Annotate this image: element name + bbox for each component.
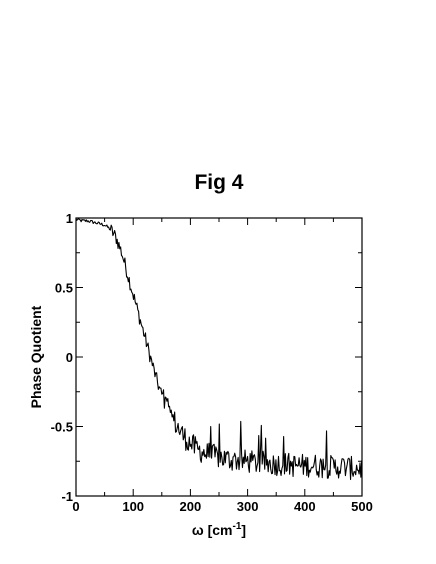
x-tick-label: 400 [294, 499, 316, 514]
y-tick-label: 0.5 [55, 281, 73, 296]
y-tick-label: 0 [66, 350, 73, 365]
x-tick-label: 300 [237, 499, 259, 514]
series-line [75, 217, 363, 481]
chart-title: Fig 4 [194, 171, 243, 194]
axis-tick-labels: 0 100 200 300 400 500 -1 -0.5 0 0.5 1 [51, 211, 373, 514]
x-tick-label: 100 [122, 499, 144, 514]
x-tick-label: 200 [180, 499, 202, 514]
y-axis-label: Phase Quotient [28, 305, 44, 408]
x-axis-label-main: ω [cm [192, 522, 233, 538]
x-tick-label: 0 [72, 499, 79, 514]
y-tick-label: -0.5 [51, 420, 73, 435]
y-tick-label: -1 [61, 489, 73, 504]
axis-ticks [75, 217, 363, 497]
x-axis-label: ω [cm-1] [192, 521, 246, 538]
y-tick-label: 1 [66, 211, 73, 226]
x-axis-label-suffix: ] [241, 522, 246, 538]
x-tick-label: 500 [351, 499, 373, 514]
x-axis-label-superscript: -1 [233, 521, 242, 532]
